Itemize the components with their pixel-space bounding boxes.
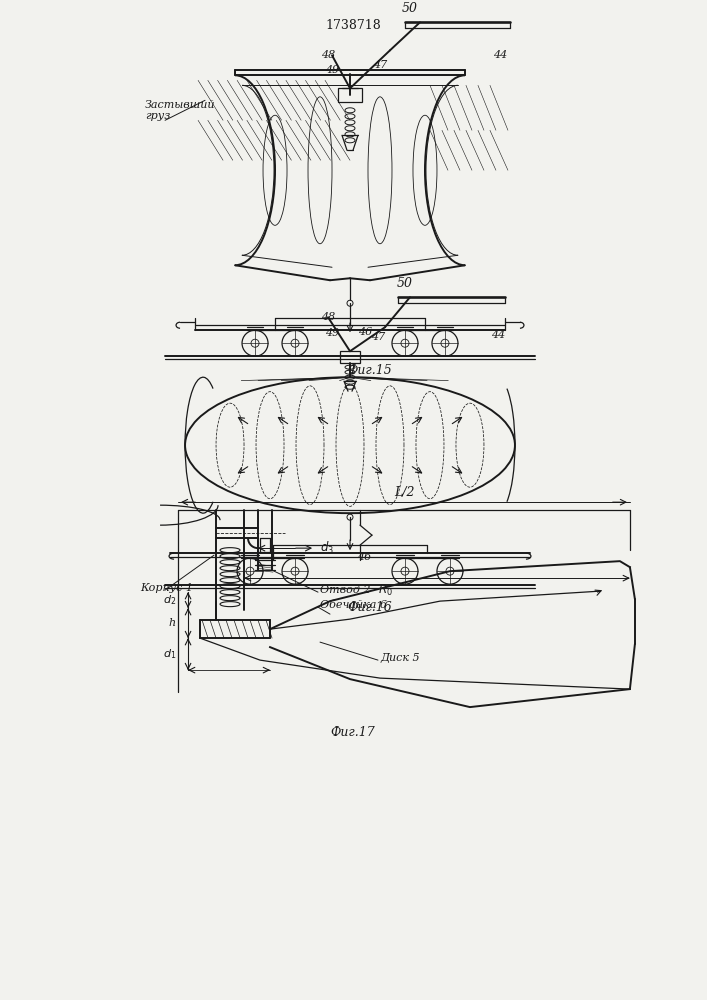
Text: 49: 49: [325, 65, 339, 75]
Text: Фиг.16: Фиг.16: [348, 601, 392, 614]
Text: Застывший
груз: Застывший груз: [145, 100, 216, 121]
Text: 49: 49: [325, 328, 339, 338]
Text: $d_2$: $d_2$: [163, 593, 176, 607]
Text: $d_3$: $d_3$: [320, 540, 334, 556]
Text: Корпус 1: Корпус 1: [140, 583, 193, 593]
Text: 50: 50: [397, 277, 413, 290]
FancyBboxPatch shape: [338, 88, 362, 102]
Text: 48: 48: [321, 312, 335, 322]
Text: 1738718: 1738718: [325, 19, 381, 32]
FancyBboxPatch shape: [340, 351, 360, 363]
Text: Обечайка 6: Обечайка 6: [320, 600, 387, 610]
Text: Диск 5: Диск 5: [380, 653, 420, 663]
Text: $R_0$: $R_0$: [378, 583, 392, 598]
Text: 47: 47: [373, 60, 387, 70]
Text: L/2: L/2: [394, 486, 414, 499]
Text: 46: 46: [357, 552, 371, 562]
Text: Фиг.17: Фиг.17: [331, 726, 375, 739]
Text: Фиг.15: Фиг.15: [348, 364, 392, 377]
Text: 48: 48: [321, 50, 335, 60]
Text: 44: 44: [491, 330, 505, 340]
Text: $d_1$: $d_1$: [163, 647, 176, 661]
Text: Отвод 2: Отвод 2: [320, 585, 370, 595]
Text: 44: 44: [493, 50, 507, 60]
Text: 47: 47: [371, 332, 385, 342]
Text: h: h: [169, 618, 176, 628]
Text: 46: 46: [358, 327, 372, 337]
Text: 50: 50: [402, 2, 418, 15]
